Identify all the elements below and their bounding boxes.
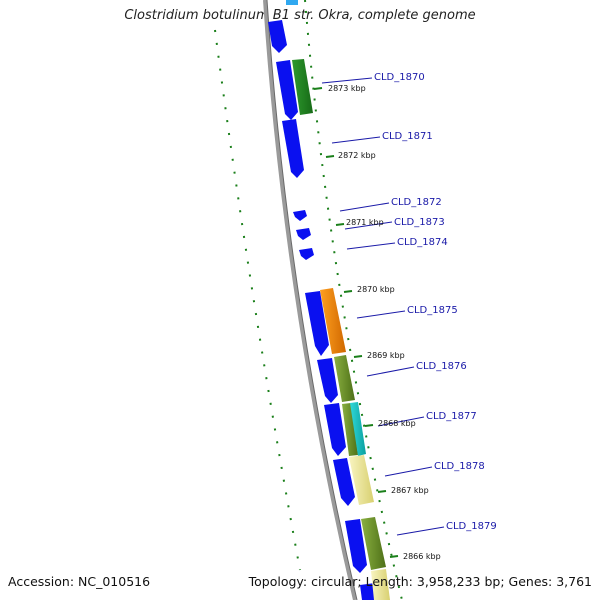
gene-label: CLD_1872	[391, 197, 442, 208]
gene-labels: CLD_1870 CLD_1871 CLD_1872 CLD_1873 CLD_…	[374, 72, 497, 532]
gene-label: CLD_1878	[434, 461, 485, 472]
cds-features	[268, 20, 377, 600]
gene-label: CLD_1873	[394, 217, 445, 228]
gene-label: CLD_1870	[374, 72, 425, 83]
gene-block-cream	[349, 455, 374, 505]
genome-backbone	[263, 0, 357, 600]
gene-label: CLD_1877	[426, 411, 477, 422]
gene-block-orange	[320, 288, 346, 354]
kbp-labels: 2873 kbp 2872 kbp 2871 kbp 2870 kbp 2869…	[328, 84, 441, 561]
gene-block-olive	[334, 355, 355, 402]
kbp-label: 2872 kbp	[338, 151, 376, 160]
kbp-label: 2868 kbp	[378, 419, 416, 428]
map-title: Clostridium botulinum B1 str. Okra, comp…	[124, 8, 476, 23]
gene-label: CLD_1875	[407, 305, 458, 316]
topology-text: Topology: circular; Length: 3,958,233 bp…	[248, 574, 592, 589]
gene-label: CLD_1874	[397, 237, 448, 248]
gene-block-olive	[342, 403, 358, 456]
cds-arrow	[296, 228, 311, 240]
cds-arrow	[317, 358, 338, 403]
gene-label: CLD_1876	[416, 361, 467, 372]
kbp-label: 2873 kbp	[328, 84, 366, 93]
cds-arrow	[333, 458, 355, 506]
kbp-label: 2867 kbp	[391, 486, 429, 495]
accession-text: Accession: NC_010516	[8, 574, 151, 589]
kbp-label: 2871 kbp	[346, 218, 384, 227]
gene-block-olive	[361, 517, 386, 570]
gene-label: CLD_1871	[382, 131, 433, 142]
cds-arrow	[324, 403, 346, 456]
gene-block-olive	[371, 569, 390, 600]
cds-arrow	[345, 519, 367, 573]
cds-arrow	[276, 60, 298, 120]
gene-block-green	[292, 59, 313, 115]
gene-label: CLD_1879	[446, 521, 497, 532]
gene-block-cyan	[350, 402, 366, 456]
colored-features	[286, 0, 390, 600]
kbp-label: 2869 kbp	[367, 351, 405, 360]
kbp-label: 2870 kbp	[357, 285, 395, 294]
kbp-label: 2866 kbp	[403, 552, 441, 561]
cds-arrow	[268, 20, 287, 53]
cds-arrow	[305, 291, 329, 356]
cds-arrow	[282, 119, 304, 178]
cds-arrow	[299, 248, 314, 260]
kbp-tick-marks	[313, 87, 399, 558]
cds-arrow	[293, 210, 307, 221]
label-leaders	[321, 77, 445, 536]
